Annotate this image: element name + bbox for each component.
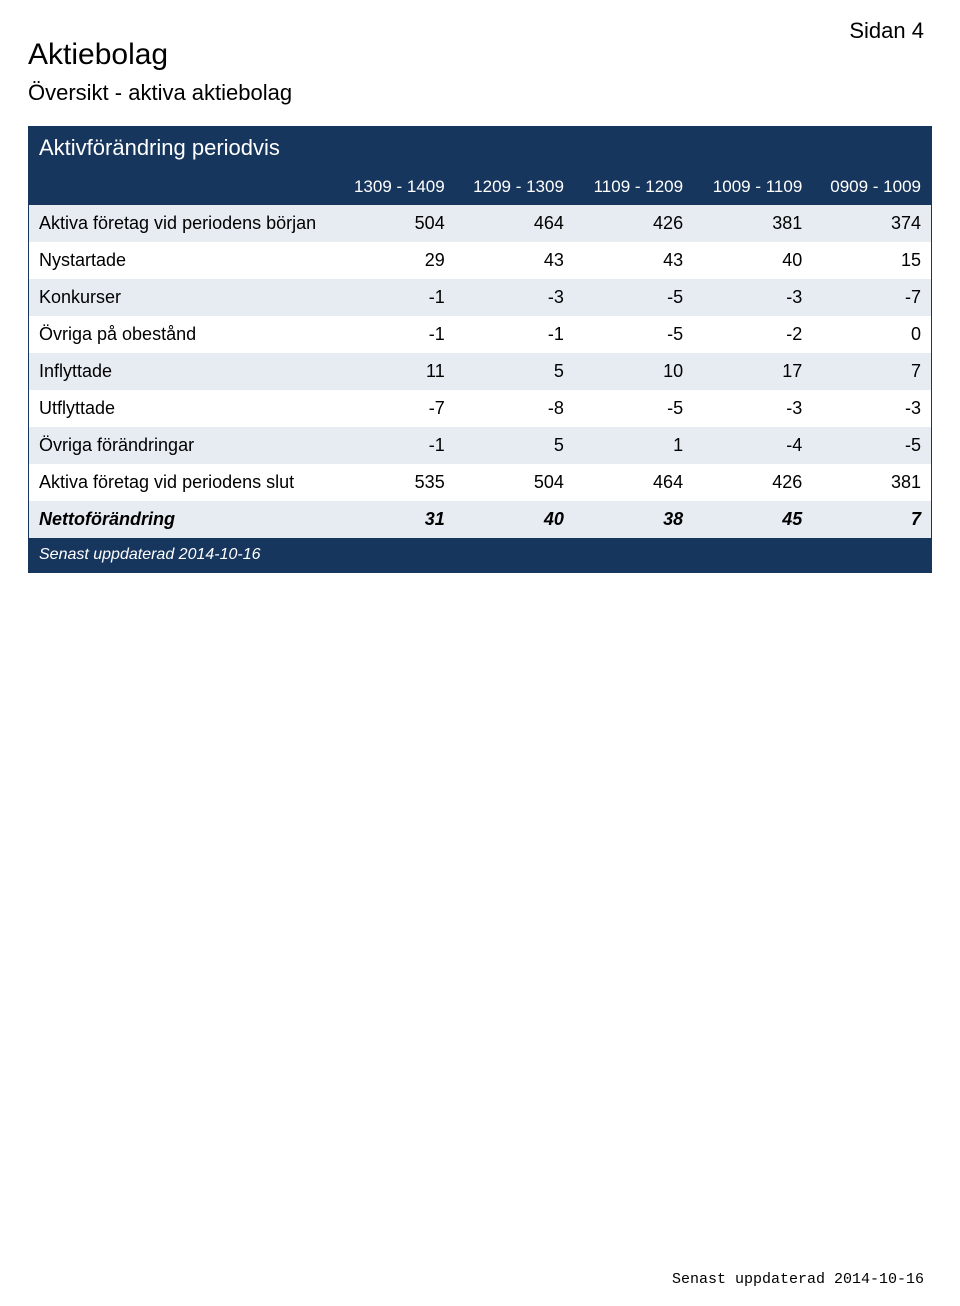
table-row: Nystartade2943434015 [29, 242, 932, 279]
row-label: Nystartade [29, 242, 336, 279]
cell: 29 [336, 242, 455, 279]
cell: 40 [455, 501, 574, 538]
col-header-3: 1109 - 1209 [574, 169, 693, 205]
table-footer-row: Senast uppdaterad 2014-10-16 [29, 538, 932, 573]
cell: 43 [574, 242, 693, 279]
page-number: Sidan 4 [849, 18, 924, 44]
cell: -4 [693, 427, 812, 464]
cell: 504 [455, 464, 574, 501]
row-label: Nettoförändring [29, 501, 336, 538]
cell: 5 [455, 353, 574, 390]
table-row: Nettoförändring314038457 [29, 501, 932, 538]
cell: 15 [812, 242, 931, 279]
cell: 43 [455, 242, 574, 279]
page-title: Aktiebolag [28, 38, 932, 72]
cell: 381 [812, 464, 931, 501]
cell: 426 [693, 464, 812, 501]
row-label: Övriga förändringar [29, 427, 336, 464]
row-label: Övriga på obestånd [29, 316, 336, 353]
row-label: Konkurser [29, 279, 336, 316]
cell: 31 [336, 501, 455, 538]
cell: 7 [812, 353, 931, 390]
table-row: Övriga förändringar-151-4-5 [29, 427, 932, 464]
cell: 38 [574, 501, 693, 538]
cell: 17 [693, 353, 812, 390]
cell: -1 [336, 427, 455, 464]
cell: -2 [693, 316, 812, 353]
cell: 0 [812, 316, 931, 353]
cell: 426 [574, 205, 693, 242]
table-title: Aktivförändring periodvis [29, 127, 932, 170]
table-row: Utflyttade-7-8-5-3-3 [29, 390, 932, 427]
cell: -3 [812, 390, 931, 427]
cell: -7 [336, 390, 455, 427]
page-subtitle: Översikt - aktiva aktiebolag [28, 80, 932, 106]
cell: -5 [574, 390, 693, 427]
table-row: Aktiva företag vid periodens början50446… [29, 205, 932, 242]
cell: -8 [455, 390, 574, 427]
cell: 381 [693, 205, 812, 242]
cell: 10 [574, 353, 693, 390]
cell: 535 [336, 464, 455, 501]
table-row: Inflyttade11510177 [29, 353, 932, 390]
cell: -3 [693, 390, 812, 427]
data-table: Aktivförändring periodvis 1309 - 1409 12… [28, 126, 932, 573]
cell: -7 [812, 279, 931, 316]
cell: 45 [693, 501, 812, 538]
col-header-2: 1209 - 1309 [455, 169, 574, 205]
cell: -1 [455, 316, 574, 353]
row-label: Aktiva företag vid periodens slut [29, 464, 336, 501]
cell: -5 [574, 279, 693, 316]
table-row: Konkurser-1-3-5-3-7 [29, 279, 932, 316]
cell: 374 [812, 205, 931, 242]
cell: 464 [455, 205, 574, 242]
table-title-row: Aktivförändring periodvis [29, 127, 932, 170]
cell: 40 [693, 242, 812, 279]
table-row: Övriga på obestånd-1-1-5-20 [29, 316, 932, 353]
cell: -1 [336, 316, 455, 353]
table-header-row: 1309 - 1409 1209 - 1309 1109 - 1209 1009… [29, 169, 932, 205]
cell: -5 [574, 316, 693, 353]
cell: 11 [336, 353, 455, 390]
page: Sidan 4 Aktiebolag Översikt - aktiva akt… [0, 0, 960, 1306]
cell: 7 [812, 501, 931, 538]
cell: -3 [455, 279, 574, 316]
col-header-4: 1009 - 1109 [693, 169, 812, 205]
table-footer-text: Senast uppdaterad 2014-10-16 [29, 538, 932, 573]
col-header-5: 0909 - 1009 [812, 169, 931, 205]
cell: 504 [336, 205, 455, 242]
col-header-0 [29, 169, 336, 205]
table-row: Aktiva företag vid periodens slut5355044… [29, 464, 932, 501]
page-footer: Senast uppdaterad 2014-10-16 [672, 1271, 924, 1288]
cell: 464 [574, 464, 693, 501]
row-label: Utflyttade [29, 390, 336, 427]
cell: -5 [812, 427, 931, 464]
row-label: Aktiva företag vid periodens början [29, 205, 336, 242]
col-header-1: 1309 - 1409 [336, 169, 455, 205]
cell: 1 [574, 427, 693, 464]
table-body: Aktiva företag vid periodens början50446… [29, 205, 932, 538]
cell: 5 [455, 427, 574, 464]
row-label: Inflyttade [29, 353, 336, 390]
cell: -1 [336, 279, 455, 316]
cell: -3 [693, 279, 812, 316]
